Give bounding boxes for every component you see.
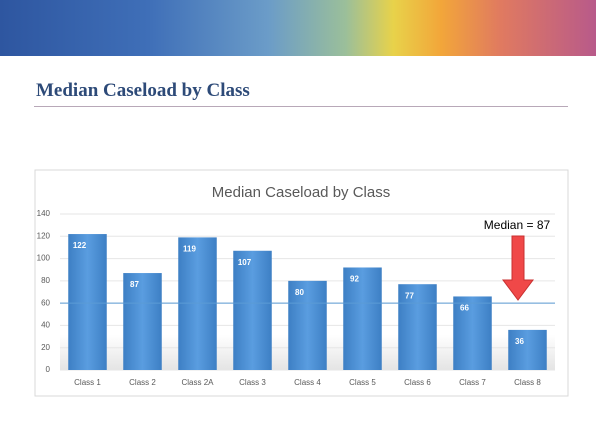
arrow bbox=[502, 235, 534, 301]
bar bbox=[398, 284, 437, 370]
data-label: 107 bbox=[238, 258, 252, 267]
y-tick-label: 140 bbox=[37, 209, 51, 218]
bar bbox=[343, 267, 382, 370]
x-tick-label: Class 4 bbox=[294, 378, 321, 387]
bar bbox=[508, 329, 547, 370]
y-tick-label: 100 bbox=[37, 254, 51, 263]
data-label: 66 bbox=[460, 304, 469, 313]
banner bbox=[0, 0, 596, 56]
data-label: 80 bbox=[295, 288, 304, 297]
chart-title: Median Caseload by Class bbox=[212, 184, 390, 201]
x-tick-label: Class 2A bbox=[181, 378, 214, 387]
slide-title: Median Caseload by Class bbox=[36, 80, 250, 101]
bar bbox=[68, 234, 107, 370]
bar bbox=[233, 250, 272, 370]
y-tick-label: 20 bbox=[41, 343, 50, 352]
y-tick-label: 120 bbox=[37, 231, 51, 240]
y-tick-label: 40 bbox=[41, 321, 50, 330]
x-tick-label: Class 6 bbox=[404, 378, 431, 387]
bar bbox=[453, 296, 492, 370]
data-label: 87 bbox=[130, 280, 139, 289]
data-label: 119 bbox=[183, 245, 196, 254]
y-tick-label: 0 bbox=[46, 365, 51, 374]
data-label: 122 bbox=[73, 241, 87, 250]
data-label: 77 bbox=[405, 291, 414, 300]
title-rule bbox=[34, 106, 568, 107]
bar bbox=[178, 237, 217, 370]
x-tick-label: Class 1 bbox=[74, 378, 101, 387]
y-tick-label: 80 bbox=[41, 276, 50, 285]
x-tick-label: Class 8 bbox=[514, 378, 541, 387]
data-label: 92 bbox=[350, 275, 359, 284]
bar bbox=[123, 273, 162, 370]
y-tick-label: 60 bbox=[41, 298, 50, 307]
data-label: 36 bbox=[515, 337, 524, 346]
annotation: Median = 87 bbox=[484, 218, 551, 232]
x-tick-label: Class 3 bbox=[239, 378, 266, 387]
x-tick-label: Class 7 bbox=[459, 378, 486, 387]
x-tick-label: Class 2 bbox=[129, 378, 156, 387]
bar bbox=[288, 280, 327, 370]
x-tick-label: Class 5 bbox=[349, 378, 376, 387]
